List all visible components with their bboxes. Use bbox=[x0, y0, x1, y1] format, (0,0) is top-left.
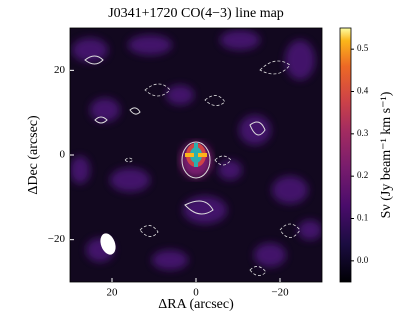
y-axis-label: ΔDec (arcsec) bbox=[26, 115, 41, 195]
colorbar bbox=[339, 27, 352, 283]
colorbar-label: Sν (Jy beam⁻¹ km s⁻¹) bbox=[379, 91, 394, 218]
y-tick-label: 0 bbox=[60, 149, 66, 161]
colorbar-tick-label: 0.3 bbox=[357, 128, 369, 138]
colorbar-tick-label: 0.2 bbox=[357, 170, 368, 180]
y-tick-label: 20 bbox=[54, 64, 66, 76]
colorbar-tick-label: 0.0 bbox=[357, 255, 369, 265]
map-image bbox=[70, 28, 322, 282]
colorbar-tick-label: 0.1 bbox=[357, 213, 368, 223]
x-tick-label: 20 bbox=[107, 287, 119, 299]
colorbar-tick-label: 0.4 bbox=[357, 86, 369, 96]
chart-title: J0341+1720 CO(4−3) line map bbox=[108, 6, 284, 21]
x-tick-label: −20 bbox=[271, 287, 289, 299]
x-axis-label: ΔRA (arcsec) bbox=[158, 297, 234, 312]
x-tick-label: 0 bbox=[193, 287, 199, 299]
y-tick-label: −20 bbox=[48, 233, 66, 245]
colorbar-tick-label: 0.5 bbox=[357, 43, 369, 53]
